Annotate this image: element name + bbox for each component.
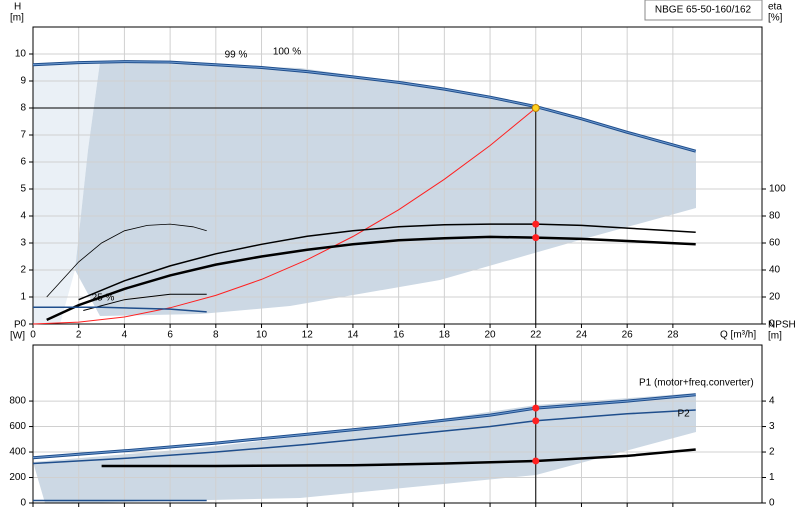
curve [32,107,537,325]
x-tick-label: 24 [576,330,588,341]
duty-marker [532,417,540,425]
y-tick-label: 8 [20,103,26,114]
duty-marker [532,457,540,465]
curve [83,293,207,311]
x-tick-label: 10 [256,330,268,341]
x-tick-label: 8 [213,330,219,341]
y-tick-label: 200 [9,472,26,483]
y-tick-label: 10 [15,49,27,60]
y-tick-label: 7 [20,130,26,141]
x-tick-label: 2 [76,330,82,341]
x-tick-label: 16 [393,330,405,341]
curve-highlight [32,394,696,459]
x-tick-label: 14 [347,330,359,341]
y-axis-unit: [m] [10,13,24,24]
x-tick-label: 6 [167,330,173,341]
y-tick-label: 4 [20,211,26,222]
y2-tick-label: 80 [769,211,781,222]
y2-axis-label: NPSH [768,320,796,331]
area-bottom [33,393,696,503]
y2-axis-unit: [m] [768,331,782,342]
y-axis-label: P [14,320,21,331]
series-label: P2 [677,409,690,420]
y2-axis-unit: [%] [768,13,783,24]
curve [46,235,696,322]
duty-point [531,104,540,112]
y-tick-label: 3 [20,238,26,249]
curve [33,306,207,313]
plot-frame [32,26,763,325]
x-axis-label: Q [m³/h] [720,330,756,341]
x-tick-label: 22 [530,330,542,341]
y2-tick-label: 20 [769,292,781,303]
x-tick-label: 26 [622,330,634,341]
curve [46,223,207,298]
x-tick-label: 20 [484,330,496,341]
y2-tick-label: 3 [769,421,775,432]
series-label: P1 (motor+freq.converter) [639,377,754,388]
y2-tick-label: 1 [769,472,775,483]
duty-marker [532,234,540,242]
y-tick-label: 0 [20,498,26,509]
x-tick-label: 18 [439,330,451,341]
y-axis-unit: [W] [10,331,25,342]
y-axis-label: H [14,2,21,13]
annotation: 25 % [92,293,115,304]
curve [101,448,696,468]
y-tick-label: 9 [20,76,26,87]
area-light [33,62,100,324]
y-tick-label: 2 [20,265,26,276]
title-box [644,0,763,21]
duty-marker [532,220,540,228]
y2-tick-label: 40 [769,265,781,276]
plot-frame [32,344,763,504]
y2-tick-label: 4 [769,396,775,407]
chart-title: NBGE 65-50-160/162 [655,5,752,16]
y2-tick-label: 2 [769,447,775,458]
x-tick-label: 0 [30,330,36,341]
y2-tick-label: 0 [769,319,775,330]
x-tick-label: 28 [667,330,679,341]
annotation: 100 % [273,47,301,58]
x-tick-label: 4 [122,330,128,341]
y-tick-label: 400 [9,447,26,458]
annotation: 99 % [225,50,248,61]
duty-marker [532,404,540,412]
y2-axis-label: eta [768,2,782,13]
y-tick-label: 800 [9,396,26,407]
y-tick-label: 600 [9,421,26,432]
y-tick-label: 1 [20,292,26,303]
y2-tick-label: 60 [769,238,781,249]
y2-tick-label: 0 [769,498,775,509]
y-tick-label: 6 [20,157,26,168]
curve [32,409,696,465]
x-tick-label: 12 [302,330,314,341]
y-tick-label: 0 [20,319,26,330]
y-tick-label: 5 [20,184,26,195]
curve-highlight [32,61,696,152]
y2-tick-label: 100 [769,184,786,195]
curve [78,223,696,301]
